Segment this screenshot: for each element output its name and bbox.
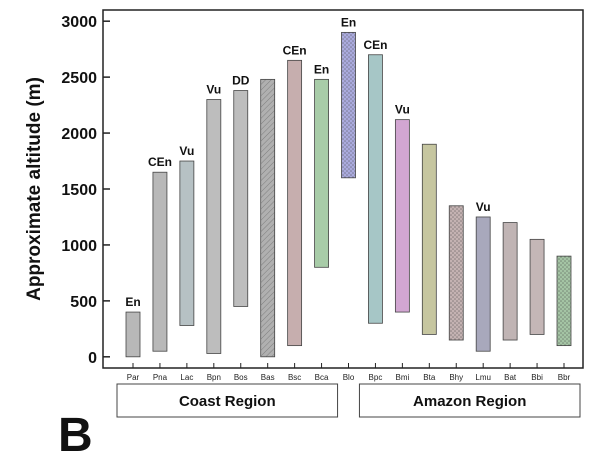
x-tick-label: Bsc [288, 373, 301, 382]
x-tick-label: Bhy [449, 373, 463, 382]
range-bar-texture [557, 256, 571, 346]
range-bar-bmi [394, 119, 410, 313]
y-tick-label: 2000 [61, 126, 97, 143]
x-tick-label: Lac [180, 373, 193, 382]
x-tick-label: Bpc [369, 373, 383, 382]
group-box [116, 383, 339, 418]
range-bar-bpn [206, 99, 222, 354]
range-bar-bos [233, 90, 249, 307]
group-box [358, 383, 581, 418]
y-tick-label: 3000 [61, 14, 97, 31]
status-label: Vu [476, 200, 491, 214]
range-bar-texture [449, 205, 464, 341]
range-bar-bsc [287, 59, 303, 347]
x-tick-label: Pna [153, 373, 168, 382]
x-tick-label: Bat [504, 373, 517, 382]
range-bar-bca [314, 78, 329, 268]
range-bar-bat [502, 222, 518, 341]
status-label: Vu [395, 103, 410, 117]
range-bar-bbi [529, 238, 545, 335]
y-tick-label: 0 [88, 350, 97, 367]
y-axis: 0 500 1000 1500 2000 2500 3000 [61, 14, 110, 367]
x-tick-label: Bbr [558, 373, 571, 382]
x-tick-label: Blo [343, 373, 355, 382]
status-label: CEn [283, 43, 307, 57]
x-tick-label: Bpn [207, 373, 221, 382]
x-tick-label: Bbi [531, 373, 543, 382]
range-bar-bta [421, 143, 437, 335]
group-label: Coast Region [179, 393, 276, 410]
x-tick-label: Bca [315, 373, 329, 382]
status-labels: En CEn Vu Vu DD CEn En En CEn Vu Vu [125, 15, 490, 309]
y-tick-label: 1000 [61, 238, 97, 255]
x-tick-label: Bta [423, 373, 436, 382]
status-label: CEn [363, 38, 387, 52]
range-bar-par [125, 311, 141, 358]
status-label: En [314, 62, 329, 76]
x-tick-label: Bos [234, 373, 248, 382]
x-tick-label: Bmi [395, 373, 409, 382]
x-tick-label: Par [127, 373, 140, 382]
range-bar-lmu [475, 216, 491, 352]
range-bar-pna [152, 171, 168, 352]
status-label: En [125, 295, 140, 309]
panel-label: B [58, 409, 93, 462]
x-tick-label: Lmu [475, 373, 491, 382]
range-bar-texture [341, 32, 356, 178]
range-bar-lac [179, 160, 195, 326]
y-tick-label: 500 [70, 294, 97, 311]
y-axis-label: Approximate altitude (m) [24, 77, 45, 301]
y-tick-label: 2500 [61, 70, 97, 87]
status-label: DD [232, 74, 250, 88]
group-label: Amazon Region [413, 393, 526, 410]
status-label: En [341, 15, 356, 29]
status-label: Vu [206, 83, 221, 97]
y-tick-label: 1500 [61, 182, 97, 199]
status-label: Vu [179, 144, 194, 158]
range-bar-texture [260, 79, 275, 357]
range-bar-bpc [368, 54, 383, 324]
x-tick-labels: Par Pna Lac Bpn Bos Bas Bsc Bca Blo Bpc Bmi Bta Bhy L… [127, 363, 571, 382]
region-groups: Coast Region Amazon Region [116, 383, 581, 418]
x-tick-label: Bas [261, 373, 275, 382]
status-label: CEn [148, 155, 172, 169]
range-bars [125, 31, 572, 358]
